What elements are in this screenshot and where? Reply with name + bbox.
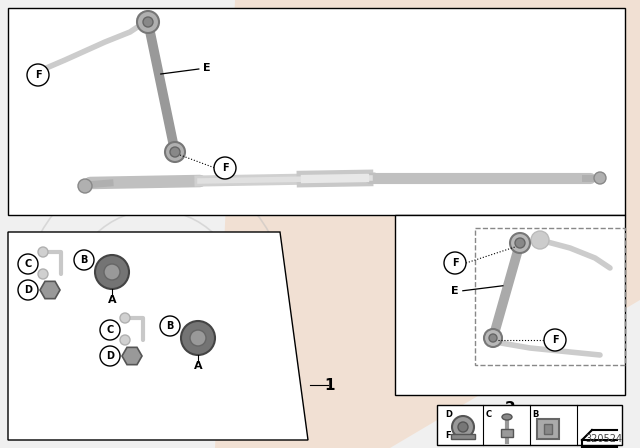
Text: E: E <box>203 63 211 73</box>
Text: B: B <box>532 410 538 419</box>
Polygon shape <box>215 0 640 448</box>
Text: F: F <box>452 258 458 268</box>
Text: C: C <box>24 259 31 269</box>
Circle shape <box>104 264 120 280</box>
Text: 2: 2 <box>504 401 515 415</box>
Circle shape <box>181 321 215 355</box>
Polygon shape <box>40 281 60 299</box>
Circle shape <box>515 238 525 248</box>
Text: F: F <box>552 335 558 345</box>
Text: D: D <box>24 285 32 295</box>
Text: A: A <box>108 295 116 305</box>
Circle shape <box>544 329 566 351</box>
Circle shape <box>190 330 206 346</box>
Circle shape <box>18 280 38 300</box>
Polygon shape <box>8 232 308 440</box>
Polygon shape <box>395 215 625 395</box>
Circle shape <box>489 334 497 342</box>
Circle shape <box>160 316 180 336</box>
Circle shape <box>444 252 466 274</box>
Text: B: B <box>80 255 88 265</box>
Bar <box>437 405 622 445</box>
Polygon shape <box>122 347 142 365</box>
Circle shape <box>27 64 49 86</box>
Text: D: D <box>445 410 452 419</box>
Circle shape <box>95 255 129 289</box>
Circle shape <box>137 11 159 33</box>
Text: F: F <box>221 163 228 173</box>
Bar <box>544 424 552 434</box>
Text: C: C <box>486 410 492 419</box>
Polygon shape <box>8 8 625 215</box>
Text: 1: 1 <box>324 378 335 392</box>
Circle shape <box>484 329 502 347</box>
Circle shape <box>38 247 48 257</box>
Circle shape <box>78 179 92 193</box>
Circle shape <box>214 157 236 179</box>
Circle shape <box>100 320 120 340</box>
Circle shape <box>38 269 48 279</box>
Text: F: F <box>35 70 42 80</box>
Text: D: D <box>106 351 114 361</box>
Circle shape <box>120 335 130 345</box>
Circle shape <box>452 416 474 438</box>
Text: E: E <box>451 286 459 296</box>
Text: F: F <box>445 431 451 440</box>
Circle shape <box>74 250 94 270</box>
Polygon shape <box>215 0 640 448</box>
Circle shape <box>510 233 530 253</box>
Text: B: B <box>166 321 173 331</box>
Text: C: C <box>106 325 114 335</box>
Ellipse shape <box>502 414 512 420</box>
Circle shape <box>120 313 130 323</box>
Circle shape <box>594 172 606 184</box>
Circle shape <box>170 147 180 157</box>
Bar <box>451 434 475 439</box>
Text: A: A <box>194 361 202 371</box>
Circle shape <box>18 254 38 274</box>
Circle shape <box>531 231 549 249</box>
Circle shape <box>100 346 120 366</box>
Text: 320524: 320524 <box>585 434 622 444</box>
Circle shape <box>458 422 468 432</box>
Circle shape <box>143 17 153 27</box>
Circle shape <box>137 12 153 28</box>
Bar <box>501 429 513 437</box>
Bar <box>537 419 559 439</box>
Circle shape <box>165 142 185 162</box>
